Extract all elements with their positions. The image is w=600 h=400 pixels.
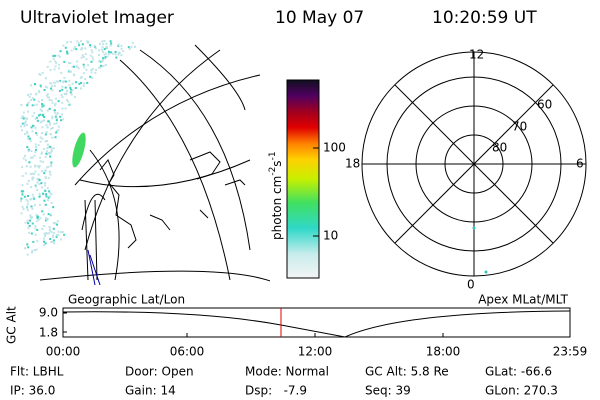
map-image (20, 40, 270, 286)
info-field: Mode: Normal (245, 365, 329, 379)
altitude-panel (62, 307, 571, 338)
polar-label: Apex MLat/MLT (478, 293, 568, 307)
polar-plot (361, 51, 587, 277)
info-field: Gain: 14 (125, 384, 176, 398)
mlt-label: 18 (345, 157, 360, 171)
info-field: GLon: 270.3 (485, 384, 558, 398)
time-tick: 00:00 (46, 345, 81, 359)
altitude-tick: 9.0 (39, 306, 58, 320)
date: 10 May 07 (275, 8, 364, 28)
colorbar-tick: 10 (323, 229, 338, 243)
colorbar-tick: 100 (323, 141, 346, 155)
time-tick: 06:00 (170, 345, 205, 359)
info-field: Seq: 39 (365, 384, 411, 398)
colorbar (286, 79, 320, 279)
time-tick: 23:59 (553, 345, 588, 359)
mlt-label: 6 (576, 157, 584, 171)
mlt-label: 0 (467, 278, 475, 292)
info-field: GC Alt: 5.8 Re (365, 365, 449, 379)
time-tick: 18:00 (426, 345, 461, 359)
altitude-tick: 1.8 (39, 326, 58, 340)
time: 10:20:59 UT (432, 8, 537, 28)
mlt-label: 12 (469, 48, 484, 62)
mlat-label: 70 (512, 120, 527, 134)
altitude-axis-label: GC Alt (5, 306, 19, 344)
mlat-label: 60 (537, 98, 552, 112)
title: Ultraviolet Imager (20, 8, 174, 28)
colorbar-label: photon cm-2s-1 (268, 151, 284, 240)
info-field: GLat: -66.6 (485, 365, 552, 379)
map-label: Geographic Lat/Lon (68, 293, 185, 307)
time-tick: 12:00 (298, 345, 333, 359)
info-field: Door: Open (125, 365, 194, 379)
info-field: IP: 36.0 (10, 384, 55, 398)
info-field: Flt: LBHL (10, 365, 64, 379)
mlat-label: 80 (492, 141, 507, 155)
info-field: Dsp: -7.9 (245, 384, 307, 398)
